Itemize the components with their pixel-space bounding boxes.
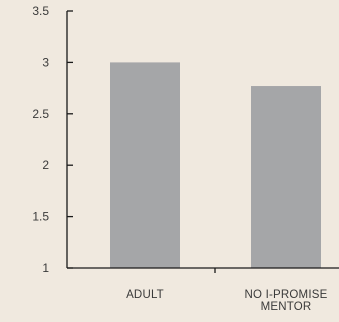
- y-tick-label: 2: [42, 158, 49, 172]
- x-category-label: NO I-PROMISE MENTOR: [245, 289, 328, 313]
- x-axis: ADULT NO I-PROMISE MENTOR: [67, 267, 339, 313]
- x-category-label-line: ADULT: [126, 289, 164, 301]
- y-tick-label: 2.5: [32, 107, 49, 121]
- x-category-label: ADULT: [126, 289, 164, 301]
- bar-adult: [110, 62, 180, 269]
- bar-no-i-promise-mentor: [251, 86, 321, 268]
- bars-group: [110, 62, 321, 269]
- x-category-label-line: NO I-PROMISE: [245, 289, 328, 301]
- x-category-label-line: MENTOR: [261, 301, 312, 313]
- y-tick-label: 1.5: [32, 210, 49, 224]
- y-tick-label: 3.5: [32, 4, 49, 18]
- y-tick-label: 1: [42, 261, 49, 275]
- y-axis: 1 1.5 2 2.5 3 3.5: [32, 4, 73, 275]
- y-tick-label: 3: [42, 55, 49, 69]
